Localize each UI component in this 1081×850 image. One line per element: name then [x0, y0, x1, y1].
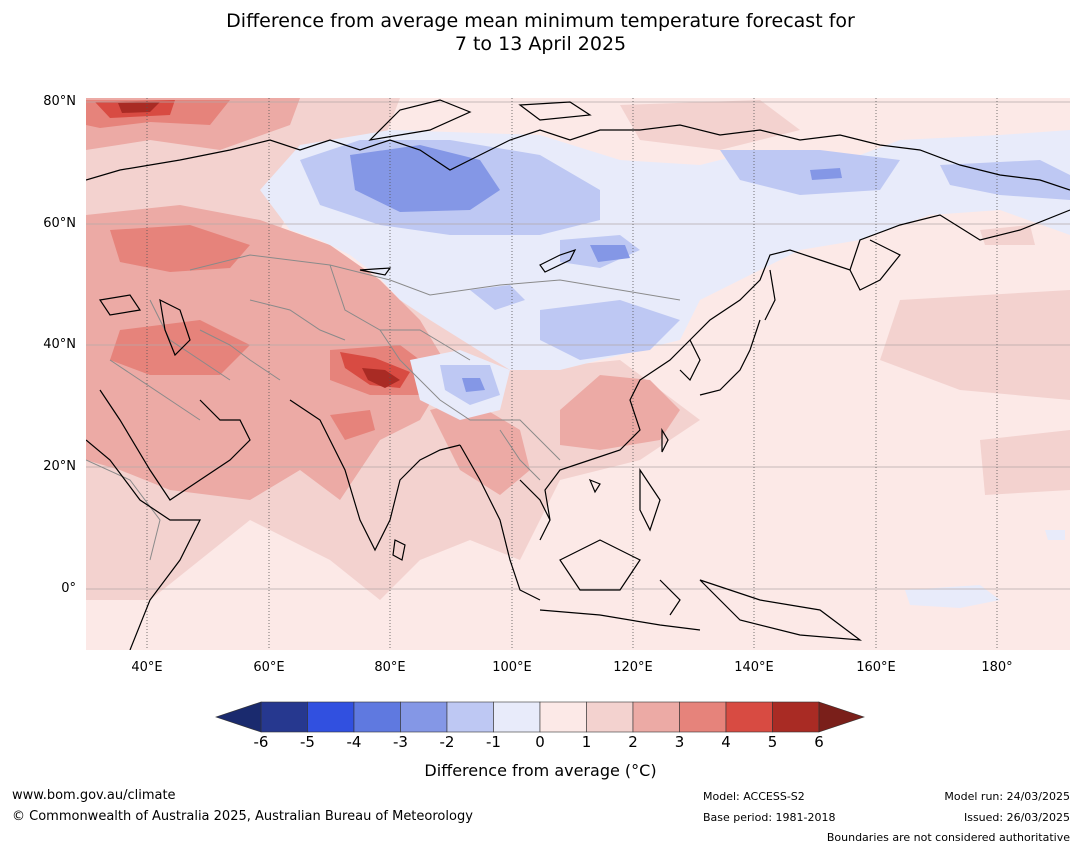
colorbar-segment: [260, 701, 308, 733]
colorbar-tick-label: -3: [393, 733, 408, 751]
coastlines: [86, 99, 1070, 650]
colorbar-tick-label: 6: [814, 733, 824, 751]
longitude-gridlines: [146, 98, 998, 650]
forecast-map: [86, 98, 1070, 650]
colorbar-tick-label: 0: [535, 733, 545, 751]
lon-label-120e: 120°E: [613, 660, 653, 675]
lon-label-80e: 80°E: [374, 660, 406, 675]
lon-label-100e: 100°E: [492, 660, 532, 675]
lat-label-20n: 20°N: [43, 459, 76, 474]
title-line-1: Difference from average mean minimum tem…: [226, 10, 855, 32]
colorbar-tick-label: -6: [253, 733, 269, 751]
lon-label-180: 180°: [981, 660, 1013, 675]
lon-label-40e: 40°E: [131, 660, 163, 675]
colorbar-tick-label: -2: [439, 733, 455, 751]
title-line-2: 7 to 13 April 2025: [454, 33, 627, 55]
colorbar-tick-label: 2: [628, 733, 638, 751]
base-period-text: Base period: 1981-2018: [703, 811, 836, 824]
lat-label-0: 0°: [61, 581, 76, 596]
issued-text: Issued: 26/03/2025: [963, 811, 1070, 824]
model-text: Model: ACCESS-S2: [703, 790, 805, 803]
colorbar-tick-label: 3: [674, 733, 685, 751]
colorbar: [215, 701, 865, 733]
colorbar-segment: [586, 701, 634, 733]
colorbar-segment: [400, 701, 448, 733]
colorbar-tick-label: 4: [721, 733, 731, 751]
colorbar-tick-label: -5: [300, 733, 315, 751]
colorbar-segment: [679, 701, 727, 733]
lat-label-80n: 80°N: [43, 94, 76, 109]
lon-label-140e: 140°E: [734, 660, 774, 675]
model-run-text: Model run: 24/03/2025: [944, 790, 1070, 803]
latitude-gridlines: [86, 101, 1070, 590]
lat-label-60n: 60°N: [43, 216, 76, 231]
copyright-text: © Commonwealth of Australia 2025, Austra…: [12, 809, 473, 824]
colorbar-segment: [632, 701, 680, 733]
colorbar-segment: [353, 701, 401, 733]
lon-label-160e: 160°E: [856, 660, 896, 675]
lon-label-60e: 60°E: [253, 660, 285, 675]
lat-label-40n: 40°N: [43, 337, 76, 352]
chart-title: Difference from average mean minimum tem…: [0, 10, 1081, 56]
colorbar-tick-label: 5: [767, 733, 778, 751]
colorbar-segment: [493, 701, 541, 733]
anomaly-zone-minus3: [350, 145, 842, 392]
anomaly-zone-plus5: [118, 102, 400, 388]
colorbar-segment: [725, 701, 773, 733]
colorbar-segment: [772, 701, 820, 733]
colorbar-tick-label: 1: [581, 733, 592, 751]
country-borders: [86, 254, 681, 561]
website-link[interactable]: www.bom.gov.au/climate: [12, 788, 176, 803]
disclaimer-text: Boundaries are not considered authoritat…: [826, 831, 1070, 844]
colorbar-segment: [307, 701, 355, 733]
colorbar-over-arrow: [818, 701, 865, 733]
colorbar-label: Difference from average (°C): [424, 761, 657, 780]
colorbar-tick-label: -4: [346, 733, 362, 751]
colorbar-segment: [446, 701, 494, 733]
colorbar-under-arrow: [215, 701, 262, 733]
colorbar-tick-label: -1: [486, 733, 501, 751]
colorbar-segment: [539, 701, 587, 733]
